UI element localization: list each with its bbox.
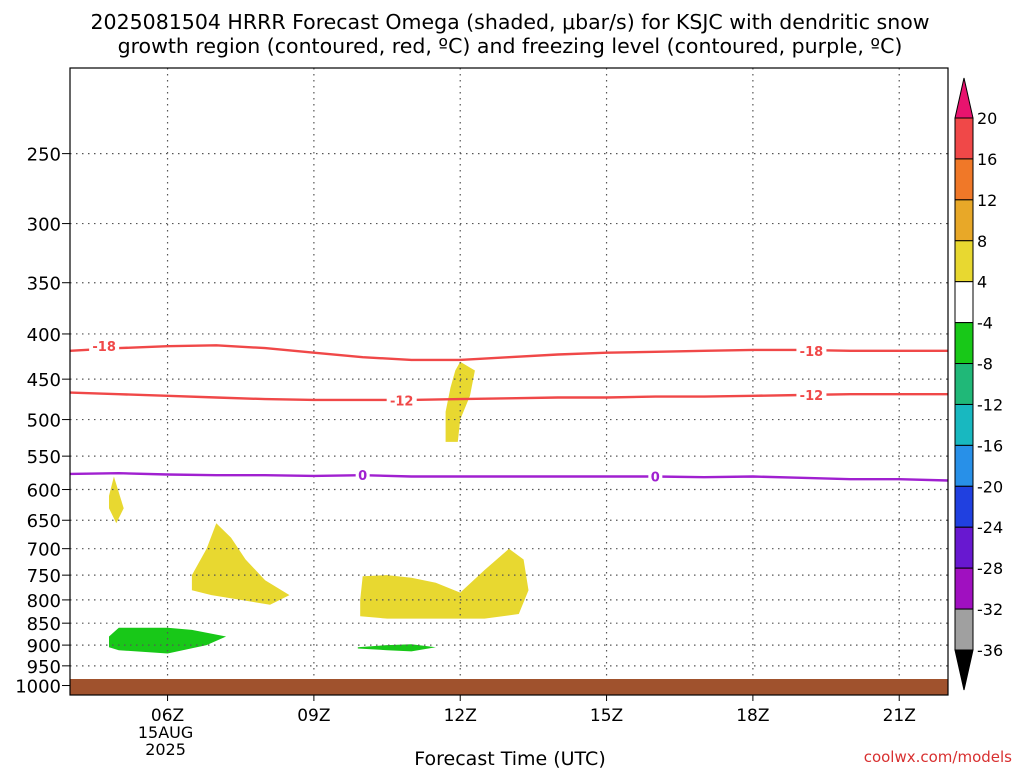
y-tick-label: 350 bbox=[27, 274, 61, 295]
colorbar-segment bbox=[954, 199, 974, 242]
colorbar-label: 12 bbox=[977, 191, 997, 210]
colorbar-segment bbox=[954, 608, 974, 651]
omega-shaded-regions bbox=[109, 361, 529, 654]
y-tick-label: 600 bbox=[27, 481, 61, 502]
contour-label-bg bbox=[648, 468, 663, 484]
x-tick-label: 21Z bbox=[883, 706, 916, 726]
omega-region-6 bbox=[357, 644, 436, 652]
contour-label: -12 bbox=[390, 395, 414, 410]
y-tick-label: 900 bbox=[27, 636, 61, 657]
colorbar-label: -16 bbox=[977, 436, 1003, 455]
chart-title-line2: growth region (contoured, red, ºC) and f… bbox=[118, 34, 903, 58]
x-tick-sublabel: 15AUG bbox=[138, 723, 193, 742]
colorbar-label: -32 bbox=[977, 600, 1003, 619]
contour-label-bg bbox=[89, 338, 120, 354]
colorbar-label: -28 bbox=[977, 559, 1003, 578]
temperature-contours: -18 -18 -12 -12 0 0 bbox=[69, 338, 949, 486]
omega-region-2 bbox=[109, 476, 124, 524]
grid-lines bbox=[70, 68, 948, 695]
y-tick-label: 400 bbox=[27, 325, 61, 346]
y-tick-label: 850 bbox=[27, 614, 61, 635]
chart-title-line1: 2025081504 HRRR Forecast Omega (shaded, … bbox=[90, 10, 929, 34]
colorbar-label: 4 bbox=[977, 273, 987, 292]
x-tick-label: 09Z bbox=[297, 706, 330, 726]
contour-label: 0 bbox=[358, 469, 367, 484]
colorbar-label: 8 bbox=[977, 232, 987, 251]
y-tick-label: 800 bbox=[27, 591, 61, 612]
contour-label-bg bbox=[796, 342, 827, 358]
y-tick-label: 1000 bbox=[15, 677, 61, 698]
colorbar-segment bbox=[954, 363, 974, 405]
omega-region-1 bbox=[445, 361, 475, 442]
plot-frame bbox=[69, 67, 949, 696]
contour-label: -18 bbox=[92, 340, 116, 355]
y-tick-label: 650 bbox=[27, 511, 61, 532]
colorbar-label: -24 bbox=[977, 518, 1003, 537]
colorbar-label: -8 bbox=[977, 355, 993, 374]
y-tick-label: 700 bbox=[27, 540, 61, 561]
y-axis: 2503003504004505005506006507007508008509… bbox=[15, 145, 70, 698]
contour-label: 0 bbox=[651, 471, 660, 486]
x-tick-label: 15Z bbox=[590, 706, 623, 726]
colorbar-label: -12 bbox=[977, 395, 1003, 414]
y-tick-label: 750 bbox=[27, 566, 61, 587]
colorbar-label: 16 bbox=[977, 150, 997, 169]
colorbar-segment bbox=[954, 444, 974, 487]
x-axis-label: Forecast Time (UTC) bbox=[414, 748, 605, 768]
y-tick-label: 950 bbox=[27, 657, 61, 678]
colorbar-segment bbox=[954, 403, 974, 446]
colorbar-label: 20 bbox=[977, 109, 997, 128]
contour-line-3 bbox=[69, 471, 949, 482]
colorbar-bottom-arrow bbox=[954, 649, 974, 691]
colorbar-top-arrow bbox=[954, 77, 974, 119]
contour-label-bg bbox=[355, 467, 370, 483]
colorbar-segment bbox=[954, 526, 974, 569]
x-tick-label: 06Z bbox=[151, 706, 184, 726]
colorbar-segment bbox=[954, 322, 974, 365]
colorbar: 20 16 12 8 4 -4 -8 -12 -16 -20 -24 -28 -32 -36 bbox=[954, 77, 1003, 691]
omega-region-3 bbox=[191, 523, 290, 605]
colorbar-segment bbox=[954, 485, 974, 528]
omega-region-5 bbox=[109, 627, 227, 654]
colorbar-segment bbox=[954, 240, 974, 283]
y-tick-label: 450 bbox=[27, 370, 61, 391]
colorbar-segment bbox=[954, 117, 974, 160]
colorbar-label: -20 bbox=[977, 477, 1003, 496]
y-tick-label: 550 bbox=[27, 447, 61, 468]
colorbar-label: -4 bbox=[977, 314, 993, 333]
x-tick-sublabel: 2025 bbox=[145, 740, 186, 759]
y-tick-label: 250 bbox=[27, 145, 61, 166]
contour-label-bg bbox=[796, 387, 827, 403]
contour-label: -12 bbox=[800, 389, 824, 404]
colorbar-segment bbox=[954, 567, 974, 610]
contour-label: -18 bbox=[800, 345, 824, 360]
colorbar-label: -36 bbox=[977, 641, 1003, 660]
x-tick-label: 18Z bbox=[736, 706, 769, 726]
ground-surface bbox=[70, 679, 948, 695]
contour-label-bg bbox=[386, 392, 417, 408]
colorbar-segment bbox=[954, 281, 974, 324]
x-tick-label: 12Z bbox=[444, 706, 477, 726]
y-tick-label: 300 bbox=[27, 215, 61, 236]
y-tick-label: 500 bbox=[27, 411, 61, 432]
credit-text: coolwx.com/models bbox=[864, 748, 1012, 766]
omega-region-4 bbox=[360, 548, 529, 619]
colorbar-segment bbox=[954, 158, 974, 201]
